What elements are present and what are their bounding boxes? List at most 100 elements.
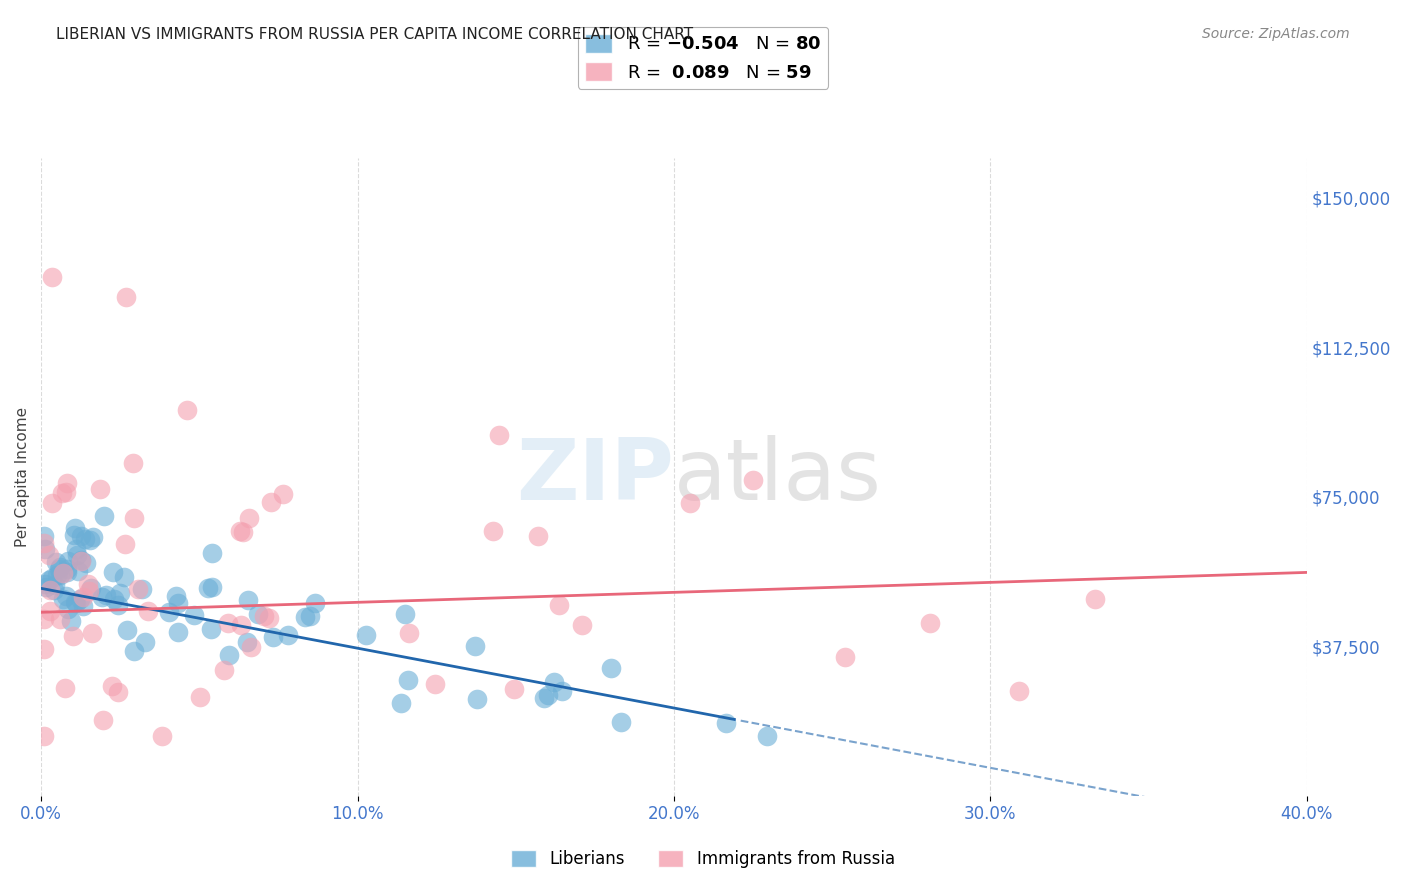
Text: atlas: atlas	[673, 435, 882, 518]
Point	[32, 729, 55, 743]
Point	[918, 616, 941, 631]
Point	[65, 521, 87, 535]
Point	[72, 599, 94, 613]
Point	[80, 625, 103, 640]
Point	[82, 531, 104, 545]
Point	[188, 690, 211, 705]
Point	[67, 565, 90, 579]
Point	[48, 562, 70, 576]
Point	[53, 681, 76, 696]
Point	[396, 673, 419, 688]
Point	[236, 593, 259, 607]
Point	[167, 624, 190, 639]
Point	[55, 484, 77, 499]
Point	[253, 608, 276, 623]
Point	[65, 542, 87, 557]
Point	[176, 402, 198, 417]
Point	[103, 565, 125, 579]
Point	[39, 604, 62, 618]
Y-axis label: Per Capita Income: Per Capita Income	[15, 407, 30, 547]
Point	[232, 525, 254, 540]
Point	[354, 628, 377, 642]
Point	[103, 592, 125, 607]
Point	[527, 529, 550, 543]
Point	[543, 675, 565, 690]
Point	[1084, 592, 1107, 607]
Point	[32, 535, 55, 549]
Point	[548, 598, 571, 612]
Legend: Liberians, Immigrants from Russia: Liberians, Immigrants from Russia	[505, 843, 901, 875]
Point	[100, 679, 122, 693]
Point	[62, 629, 84, 643]
Point	[150, 729, 173, 743]
Point	[94, 588, 117, 602]
Point	[32, 612, 55, 626]
Point	[69, 529, 91, 543]
Point	[117, 624, 139, 638]
Point	[56, 565, 79, 579]
Point	[76, 576, 98, 591]
Text: Source: ZipAtlas.com: Source: ZipAtlas.com	[1202, 27, 1350, 41]
Point	[115, 290, 138, 304]
Point	[183, 607, 205, 622]
Point	[46, 568, 69, 582]
Point	[107, 685, 129, 699]
Point	[38, 574, 60, 588]
Point	[201, 580, 224, 594]
Point	[48, 567, 70, 582]
Point	[271, 487, 294, 501]
Point	[166, 596, 188, 610]
Point	[755, 729, 778, 743]
Point	[277, 628, 299, 642]
Point	[834, 649, 856, 664]
Point	[75, 532, 97, 546]
Point	[55, 589, 77, 603]
Text: ZIP: ZIP	[516, 435, 673, 518]
Point	[41, 270, 63, 285]
Point	[44, 582, 66, 597]
Point	[89, 483, 111, 497]
Point	[600, 661, 623, 675]
Point	[65, 596, 87, 610]
Point	[49, 612, 72, 626]
Point	[45, 555, 67, 569]
Point	[742, 473, 765, 487]
Point	[165, 589, 187, 603]
Point	[197, 581, 219, 595]
Point	[229, 618, 252, 632]
Point	[482, 524, 505, 538]
Point	[464, 640, 486, 654]
Point	[56, 476, 79, 491]
Point	[39, 583, 62, 598]
Point	[122, 643, 145, 657]
Point	[238, 511, 260, 525]
Point	[537, 688, 560, 702]
Point	[131, 582, 153, 596]
Point	[79, 584, 101, 599]
Point	[32, 528, 55, 542]
Text: LIBERIAN VS IMMIGRANTS FROM RUSSIA PER CAPITA INCOME CORRELATION CHART: LIBERIAN VS IMMIGRANTS FROM RUSSIA PER C…	[56, 27, 693, 42]
Point	[134, 635, 156, 649]
Point	[609, 714, 631, 729]
Point	[389, 696, 412, 710]
Point	[58, 554, 80, 568]
Point	[52, 591, 75, 606]
Point	[65, 595, 87, 609]
Point	[114, 569, 136, 583]
Point	[34, 580, 56, 594]
Point	[79, 533, 101, 547]
Point	[114, 536, 136, 550]
Point	[70, 554, 93, 568]
Point	[69, 553, 91, 567]
Point	[91, 713, 114, 727]
Point	[201, 546, 224, 560]
Point	[425, 677, 447, 691]
Point	[502, 681, 524, 696]
Point	[69, 591, 91, 606]
Point	[304, 596, 326, 610]
Point	[127, 582, 149, 597]
Legend: R = $\mathbf{-0.504}$   N = $\mathbf{80}$, R =  $\mathbf{0.089}$   N = $\mathbf{: R = $\mathbf{-0.504}$ N = $\mathbf{80}$,…	[578, 27, 828, 89]
Point	[38, 548, 60, 562]
Point	[200, 622, 222, 636]
Point	[41, 571, 63, 585]
